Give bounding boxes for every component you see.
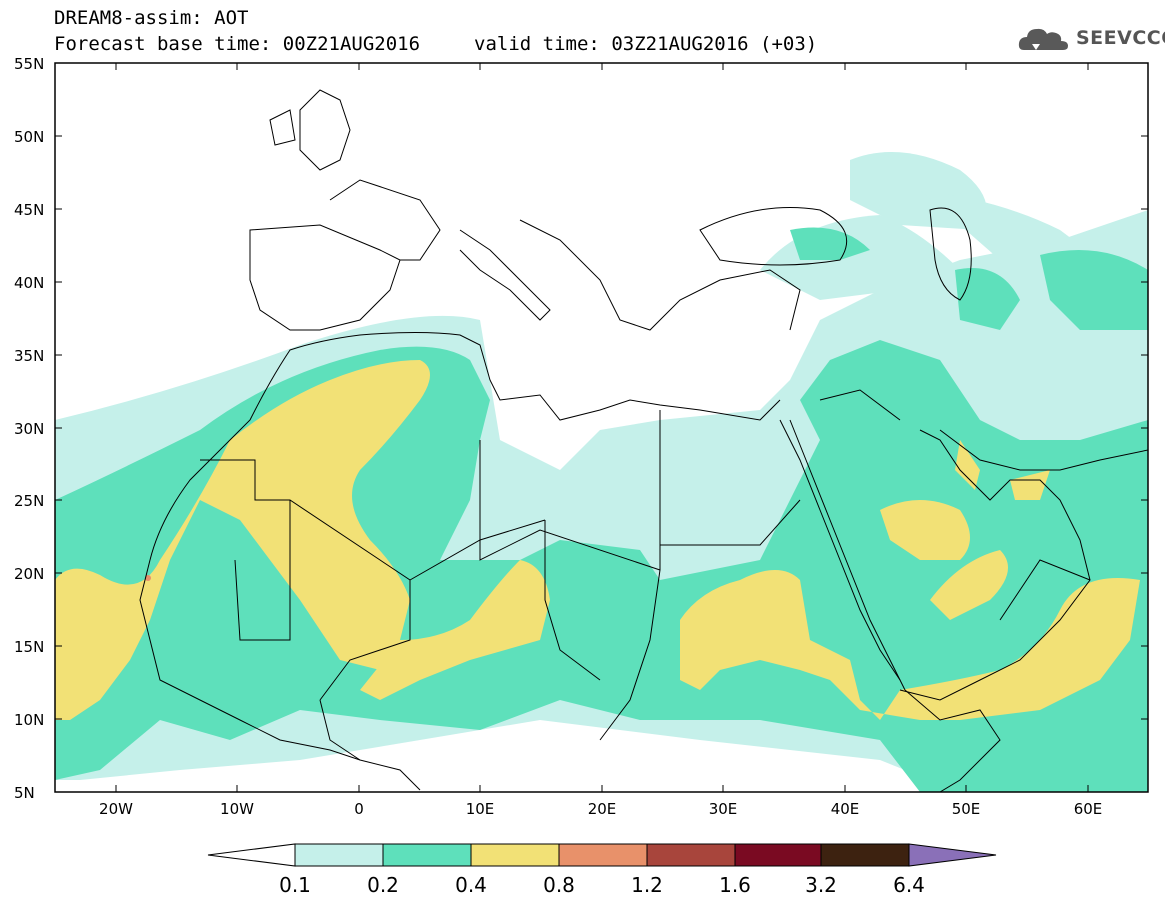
- colorbar-label: 1.6: [719, 873, 751, 897]
- colorbar: [207, 843, 997, 867]
- colorbar-label: 1.2: [631, 873, 663, 897]
- lat-label: 45N: [14, 201, 45, 219]
- lon-label: 10E: [465, 800, 495, 818]
- colorbar-over: [908, 843, 997, 867]
- lat-label: 35N: [14, 347, 45, 365]
- lat-label: 5N: [14, 784, 35, 802]
- colorbar-bin: [558, 843, 648, 867]
- colorbar-label: 0.4: [455, 873, 487, 897]
- lat-label: 55N: [14, 55, 45, 73]
- lon-label: 50E: [951, 800, 981, 818]
- colorbar-label: 6.4: [893, 873, 925, 897]
- lon-label: 60E: [1073, 800, 1103, 818]
- lon-label: 10W: [220, 800, 254, 818]
- axis-ticks: [55, 62, 1148, 792]
- colorbar-label: 0.8: [543, 873, 575, 897]
- lat-label: 50N: [14, 128, 45, 146]
- colorbar-bin: [470, 843, 560, 867]
- logo-text: SEEVCCC: [1076, 27, 1165, 49]
- time-info: Forecast base time: 00Z21AUG2016 valid ti…: [54, 34, 817, 54]
- colorbar-label: 0.2: [367, 873, 399, 897]
- lon-label: 20E: [587, 800, 617, 818]
- lat-label: 30N: [14, 420, 45, 438]
- map-title: DREAM8-assim: AOT: [54, 7, 249, 29]
- lon-label: 40E: [830, 800, 860, 818]
- colorbar-label: 3.2: [805, 873, 837, 897]
- cloud-icon: [1018, 28, 1068, 50]
- aot-field: [55, 152, 1148, 792]
- base-time: Forecast base time: 00Z21AUG2016: [54, 33, 421, 55]
- colorbar-bin: [382, 843, 472, 867]
- colorbar-bin: [734, 843, 822, 867]
- lon-label: 20W: [99, 800, 133, 818]
- coastlines: [139, 89, 1148, 792]
- lat-label: 20N: [14, 565, 45, 583]
- colorbar-label: 0.1: [279, 873, 311, 897]
- seevccc-logo: SEEVCCC: [1018, 24, 1165, 54]
- lat-label: 40N: [14, 274, 45, 292]
- lon-label: 0: [354, 800, 364, 818]
- colorbar-under: [207, 843, 296, 867]
- colorbar-bin: [646, 843, 736, 867]
- valid-time: valid time: 03Z21AUG2016 (+03): [474, 33, 818, 55]
- lat-label: 10N: [14, 711, 45, 729]
- colorbar-bin: [294, 843, 384, 867]
- lat-label: 15N: [14, 638, 45, 656]
- colorbar-bin: [820, 843, 910, 867]
- lon-label: 30E: [708, 800, 738, 818]
- lat-label: 25N: [14, 492, 45, 510]
